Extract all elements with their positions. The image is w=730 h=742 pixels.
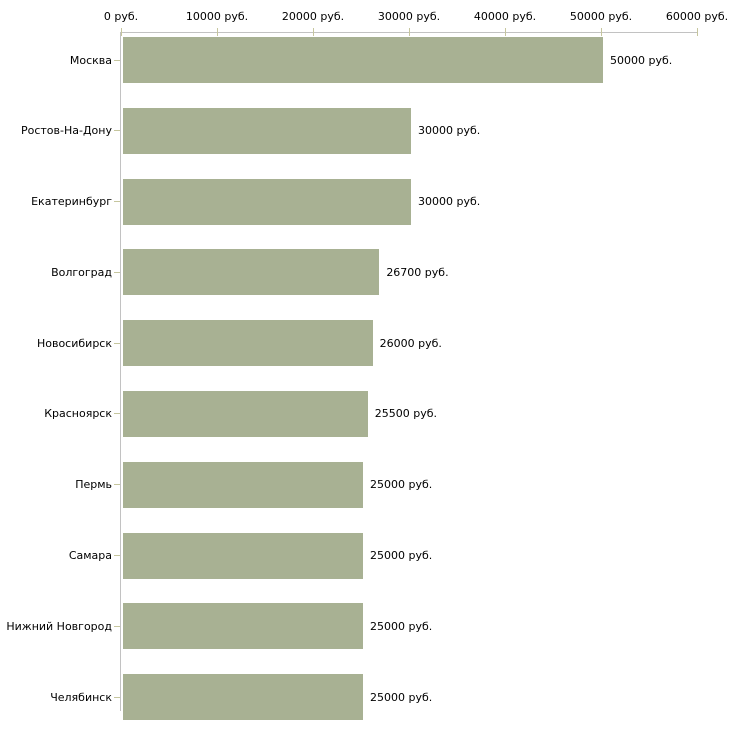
value-bar	[123, 461, 363, 508]
value-label: 26000 руб.	[379, 336, 442, 350]
chart-row: Ростов-На-Дону 30000 руб.	[0, 107, 730, 176]
x-axis-tick-mark	[505, 28, 506, 36]
x-axis-tick-label: 60000 руб.	[665, 10, 729, 23]
value-bar	[123, 532, 363, 579]
category-label: Ростов-На-Дону	[20, 124, 112, 138]
bar-line: Пермь 25000 руб.	[0, 461, 730, 508]
y-axis-line	[120, 32, 121, 711]
category-tick-mark	[114, 625, 120, 627]
category-tick-mark	[114, 413, 120, 415]
x-axis-tick-label: 10000 руб.	[185, 10, 249, 23]
x-axis-tick-mark	[217, 28, 218, 36]
bar-line: Волгоград 26700 руб.	[0, 249, 730, 296]
category-tick-mark	[114, 696, 120, 698]
bar-line: Красноярск 25500 руб.	[0, 390, 730, 437]
category-label: Пермь	[75, 478, 112, 492]
x-axis-tick-mark	[697, 28, 698, 36]
value-bar	[123, 320, 373, 367]
bar-line: Москва 50000 руб.	[0, 37, 730, 83]
x-axis-tick-label: 40000 руб.	[473, 10, 537, 23]
value-bar	[123, 249, 380, 296]
category-tick-mark	[114, 484, 120, 486]
value-bar	[123, 603, 363, 650]
chart-row: Красноярск 25500 руб.	[0, 390, 730, 459]
value-bar	[123, 674, 363, 721]
value-label: 26700 руб.	[386, 265, 449, 279]
chart-row: Пермь 25000 руб.	[0, 461, 730, 530]
category-label: Нижний Новгород	[6, 619, 112, 633]
value-label: 25000 руб.	[370, 619, 433, 633]
value-label: 30000 руб.	[418, 124, 481, 138]
bar-line: Нижний Новгород 25000 руб.	[0, 603, 730, 650]
x-axis-tick-label: 30000 руб.	[377, 10, 441, 23]
x-axis-tick-label: 20000 руб.	[281, 10, 345, 23]
category-tick-mark	[114, 342, 120, 344]
category-label: Челябинск	[50, 690, 112, 704]
category-label: Новосибирск	[36, 336, 112, 350]
x-axis-tick-label: 0 руб.	[103, 10, 139, 23]
value-bar	[123, 178, 411, 225]
x-axis-tick-mark	[409, 28, 410, 36]
plot-area: Москва 50000 руб. Ростов-На-Дону 30000 руб.…	[0, 34, 730, 742]
category-tick-mark	[114, 555, 120, 557]
category-tick-mark	[114, 201, 120, 203]
value-bar	[123, 107, 411, 154]
chart-row: Новосибирск 26000 руб.	[0, 320, 730, 388]
chart-row: Волгоград 26700 руб.	[0, 249, 730, 317]
chart-row: Москва 50000 руб.	[0, 37, 730, 105]
chart-row: Челябинск 25000 руб.	[0, 674, 730, 742]
category-label: Красноярск	[44, 407, 112, 421]
bar-line: Новосибирск 26000 руб.	[0, 320, 730, 367]
value-label: 25000 руб.	[370, 690, 433, 704]
category-tick-mark	[114, 59, 120, 61]
value-bar	[123, 390, 368, 437]
x-axis-tick-mark	[313, 28, 314, 36]
bar-line: Самара 25000 руб.	[0, 532, 730, 579]
x-axis-tick-mark	[121, 28, 122, 36]
value-label: 30000 руб.	[418, 195, 481, 209]
category-tick-mark	[114, 271, 120, 273]
category-label: Волгоград	[51, 265, 112, 279]
value-label: 25000 руб.	[370, 478, 433, 492]
category-label: Екатеринбург	[31, 195, 112, 209]
bar-line: Челябинск 25000 руб.	[0, 674, 730, 721]
chart-row: Нижний Новгород 25000 руб.	[0, 603, 730, 671]
value-label: 25500 руб.	[374, 407, 438, 421]
value-label: 25000 руб.	[370, 549, 433, 563]
bar-line: Екатеринбург 30000 руб.	[0, 178, 730, 225]
category-label: Москва	[69, 53, 112, 67]
chart-row: Екатеринбург 30000 руб.	[0, 178, 730, 247]
value-label: 50000 руб.	[610, 53, 673, 67]
category-tick-mark	[114, 130, 120, 132]
x-axis-tick-mark	[601, 28, 602, 36]
bar-line: Ростов-На-Дону 30000 руб.	[0, 107, 730, 154]
chart-row: Самара 25000 руб.	[0, 532, 730, 601]
category-label: Самара	[68, 549, 112, 563]
x-axis-tick-label: 50000 руб.	[569, 10, 633, 23]
value-bar	[123, 37, 603, 83]
